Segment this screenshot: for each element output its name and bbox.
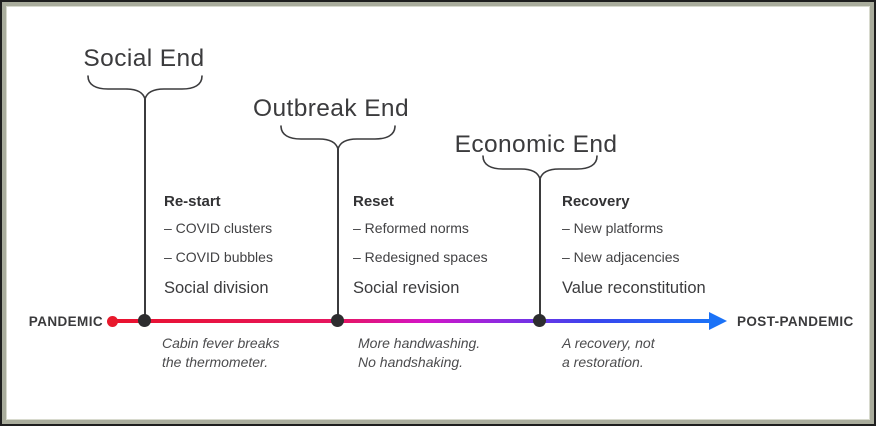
pandemic-timeline-diagram: Social End Outbreak End Economic End Re-… (6, 6, 870, 420)
timeline-node-dot (533, 314, 546, 327)
milestone-connector-line (539, 179, 541, 321)
timeline-caption: More handwashing. No handshaking. (358, 334, 480, 372)
caption-line: A recovery, not (562, 335, 655, 351)
phase-item: – COVID bubbles (164, 249, 273, 265)
milestone-title-social-end: Social End (83, 45, 205, 72)
phase-heading: Recovery (562, 193, 630, 210)
pandemic-label: PANDEMIC (28, 314, 103, 329)
timeline-line (111, 319, 712, 323)
arrowhead-icon (709, 312, 727, 330)
start-dot (107, 316, 118, 327)
phase-item: – New platforms (562, 220, 664, 236)
milestone-title-outbreak-end: Outbreak End (253, 95, 409, 122)
phase-summary: Social revision (353, 279, 460, 297)
brace-icon (87, 75, 203, 100)
phase-item: – Redesigned spaces (353, 249, 488, 265)
phase-column-restart: Re-start – COVID clusters – COVID bubble… (164, 193, 354, 298)
timeline-caption: A recovery, not a restoration. (562, 334, 655, 372)
phase-item: – COVID clusters (164, 220, 273, 236)
timeline-node-dot (331, 314, 344, 327)
timeline-caption: Cabin fever breaks the thermometer. (162, 334, 280, 372)
phase-summary: Value reconstitution (562, 279, 706, 297)
milestone-connector-line (337, 149, 339, 321)
milestone-connector-line (144, 99, 146, 321)
brace-icon (280, 125, 396, 150)
milestone-title-economic-end: Economic End (454, 131, 618, 158)
brace-icon (482, 155, 598, 180)
phase-summary: Social division (164, 279, 269, 297)
phase-item: – New adjacencies (562, 249, 680, 265)
phase-item: – Reformed norms (353, 220, 469, 236)
caption-line: the thermometer. (162, 354, 269, 370)
timeline-node-dot (138, 314, 151, 327)
caption-line: a restoration. (562, 354, 644, 370)
phase-column-reset: Reset – Reformed norms – Redesigned spac… (353, 193, 543, 298)
phase-heading: Reset (353, 193, 394, 210)
phase-column-recovery: Recovery – New platforms – New adjacenci… (562, 193, 752, 298)
post-pandemic-label: POST-PANDEMIC (737, 314, 854, 329)
phase-heading: Re-start (164, 193, 221, 210)
caption-line: No handshaking. (358, 354, 464, 370)
caption-line: More handwashing. (358, 335, 481, 351)
caption-line: Cabin fever breaks (162, 335, 280, 351)
